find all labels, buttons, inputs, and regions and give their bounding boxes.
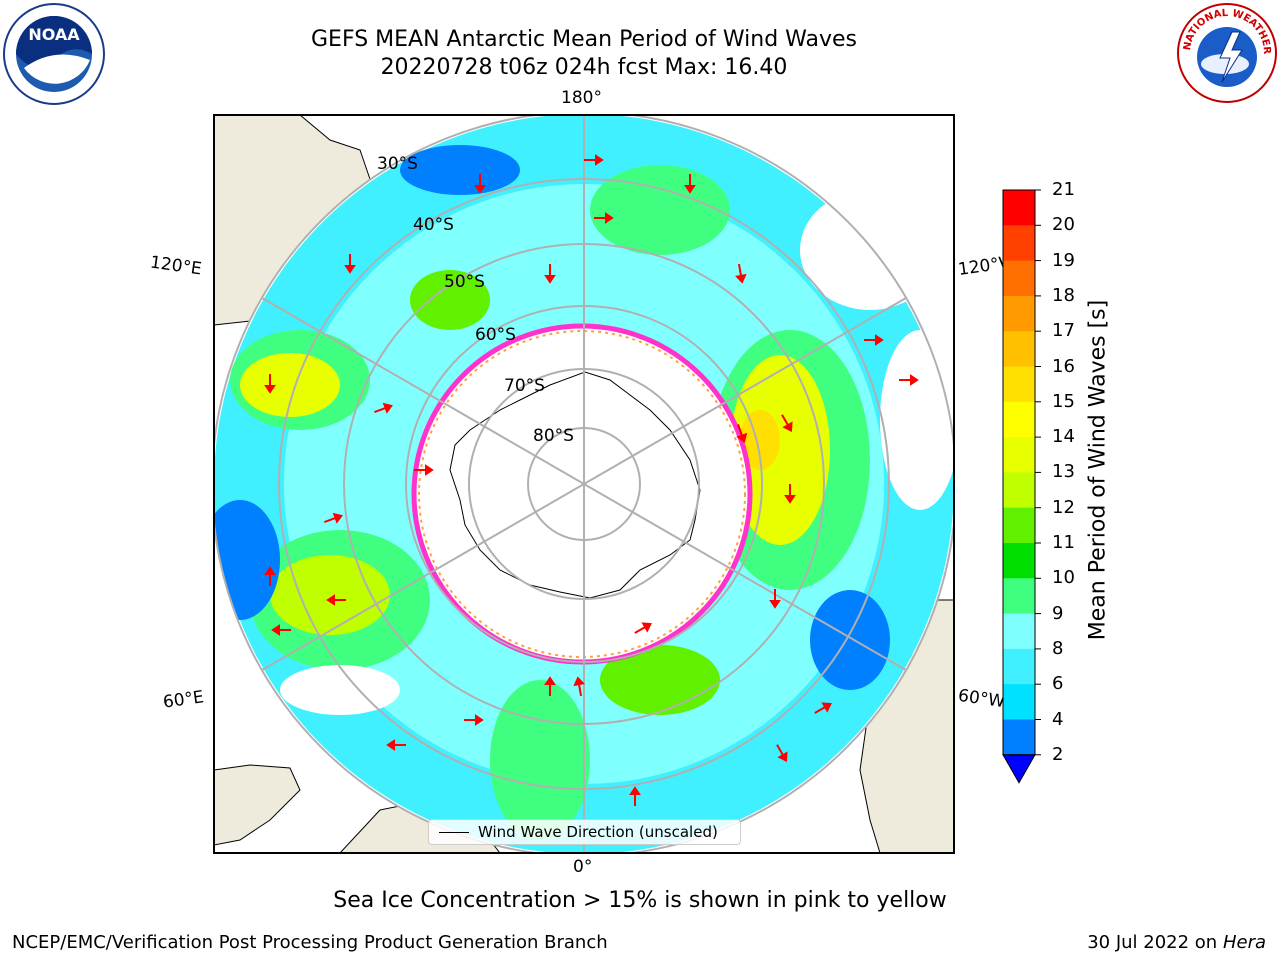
colorbar-segment (1003, 543, 1035, 579)
colorbar-segment (1003, 401, 1035, 438)
direction-arrow (864, 334, 884, 346)
colorbar-tick-label: 16 (1052, 355, 1075, 377)
direction-arrow (544, 676, 556, 696)
direction-arrow (544, 264, 556, 284)
direction-arrow (344, 254, 356, 274)
graticule (214, 115, 954, 853)
lat-label-80s: 80°S (533, 426, 574, 446)
legend-label: Wind Wave Direction (unscaled) (478, 823, 718, 841)
footer-branch: NCEP/EMC/Verification Post Processing Pr… (12, 932, 608, 953)
colorbar-segment (1003, 684, 1035, 720)
footer-date: 30 Jul 2022 on Hera (1087, 932, 1266, 953)
africa-landmass (214, 764, 301, 846)
colorbar-tick-label: 17 (1052, 320, 1075, 342)
colorbar-segment (1003, 295, 1035, 332)
colorbar-tick-label: 18 (1052, 284, 1075, 306)
colorbar-segment (1003, 719, 1035, 756)
colorbar-tick-label: 21 (1052, 179, 1075, 200)
direction-arrow (684, 174, 696, 194)
colorbar-segment (1003, 613, 1035, 650)
direction-arrow (584, 154, 604, 166)
direction-arrow (464, 714, 484, 726)
direction-arrow (414, 464, 434, 476)
direction-arrow (769, 589, 781, 609)
chart-subtitle: 20220728 t06z 024h fcst Max: 16.40 (380, 55, 788, 80)
colorbar-segment (1003, 190, 1035, 226)
map-legend: Wind Wave Direction (unscaled) (428, 819, 741, 845)
direction-arrow (271, 624, 291, 636)
direction-arrow (324, 512, 343, 524)
direction-arrow (736, 424, 748, 443)
noaa-logo-icon: NOAA (3, 3, 105, 105)
direction-arrow (386, 739, 406, 751)
lat-label-40s: 40°S (413, 215, 454, 235)
colorbar-tick-label: 20 (1052, 214, 1075, 236)
chart-title: GEFS MEAN Antarctic Mean Period of Wind … (311, 27, 857, 52)
lon-label-180: 180° (561, 88, 602, 108)
colorbar-tick-label: 10 (1052, 567, 1075, 589)
direction-arrow (634, 622, 652, 634)
lat-label-50s: 50°S (444, 272, 485, 292)
colorbar (1002, 189, 1041, 784)
colorbar-tick-label: 19 (1052, 249, 1075, 271)
colorbar-tick-label: 8 (1052, 637, 1064, 659)
lat-label-60s: 60°S (475, 325, 516, 345)
colorbar-title: Mean Period of Wind Waves [s] (1085, 299, 1111, 641)
direction-arrow (264, 566, 276, 586)
colorbar-segment (1003, 507, 1035, 544)
lat-label-30s: 30°S (377, 154, 418, 174)
direction-arrow (629, 786, 641, 806)
footer-date-text: 30 Jul 2022 on (1087, 932, 1223, 953)
direction-arrow (573, 676, 585, 697)
colorbar-tick-label: 4 (1052, 708, 1064, 730)
colorbar-segment (1003, 648, 1035, 685)
nws-logo-icon: NATIONAL WEATHER SERVICE (1176, 2, 1277, 103)
colorbar-segment (1003, 578, 1035, 615)
lat-label-70s: 70°S (504, 376, 545, 396)
colorbar-extend-arrow (1002, 754, 1036, 784)
direction-arrow (374, 402, 393, 414)
direction-arrow (594, 212, 614, 224)
direction-arrow (264, 374, 276, 394)
colorbar-segment (1003, 437, 1035, 473)
colorbar-tick-label: 12 (1052, 496, 1075, 518)
sea-ice-caption: Sea Ice Concentration > 15% is shown in … (333, 888, 947, 913)
direction-arrow (814, 702, 832, 714)
colorbar-segment (1003, 331, 1035, 367)
colorbar-segment (1003, 472, 1035, 509)
legend-line-icon (439, 832, 469, 833)
colorbar-tick-label: 6 (1052, 673, 1064, 695)
map-border (213, 114, 955, 854)
noaa-logo-text: NOAA (28, 25, 80, 44)
direction-arrow (326, 594, 346, 606)
direction-arrow (781, 414, 793, 432)
direction-arrow (784, 484, 796, 504)
footer-host: Hera (1222, 932, 1266, 953)
colorbar-tick-label: 11 (1052, 532, 1075, 553)
direction-arrow (735, 263, 747, 284)
colorbar-tick-label: 13 (1052, 461, 1075, 483)
colorbar-tick-label: 2 (1052, 743, 1064, 765)
colorbar-segment (1003, 225, 1035, 262)
direction-arrow (474, 174, 486, 194)
colorbar-tick-label: 9 (1052, 602, 1064, 624)
colorbar-segment (1003, 366, 1035, 403)
lon-label-0: 0° (573, 857, 593, 877)
direction-arrow (899, 374, 919, 386)
colorbar-tick-label: 14 (1052, 426, 1075, 448)
colorbar-tick-label: 15 (1052, 390, 1075, 412)
colorbar-segment (1003, 260, 1035, 297)
direction-arrow (776, 744, 788, 762)
wind-wave-arrows (264, 154, 919, 806)
